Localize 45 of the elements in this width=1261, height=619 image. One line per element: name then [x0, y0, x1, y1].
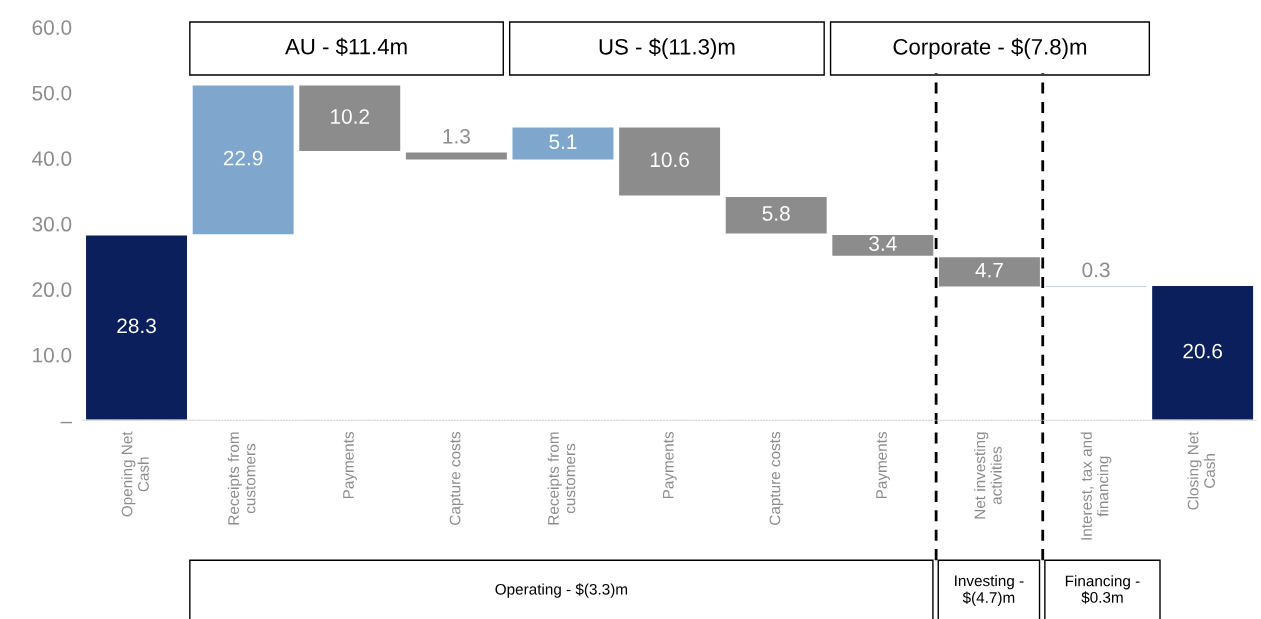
- x-tick-label: Opening Net Cash: [121, 431, 149, 517]
- bar: [1150, 284, 1255, 421]
- bar: [617, 126, 722, 197]
- bar: [297, 84, 402, 153]
- data-label: 1.3: [443, 128, 470, 144]
- x-tick-label: Payments: [663, 431, 677, 499]
- data-label: 5.8: [762, 206, 790, 221]
- y-tick-label: 50.0: [32, 85, 72, 101]
- annotation: US - $(11.3)m: [599, 37, 735, 60]
- data-label: 22.9: [223, 150, 263, 166]
- annotation: Corporate - $(7.8)m: [893, 38, 1087, 60]
- x-tick-label: Payments: [876, 431, 890, 499]
- y-tick-label: 60.0: [32, 20, 72, 35]
- y-tick-label: 40.0: [32, 151, 72, 167]
- x-tick-label: Interest, tax and financing: [1080, 432, 1112, 540]
- bar: [830, 233, 935, 258]
- y-tick-label: –: [60, 421, 73, 424]
- x-tick-label: Receipts from customers: [227, 432, 256, 525]
- y-tick-label: 30.0: [32, 216, 72, 232]
- x-tick-label: Capture costs: [769, 431, 784, 525]
- x-tick-label: Closing Net Cash: [1187, 431, 1215, 510]
- data-label: 3.4: [869, 236, 897, 251]
- data-label: 5.1: [549, 134, 577, 150]
- bar: [84, 234, 189, 421]
- text: Operating - $(3.3)m: [495, 583, 628, 598]
- data-label: 20.6: [1183, 343, 1223, 359]
- data-label: 28.3: [117, 318, 156, 334]
- y-tick-label: 20.0: [32, 282, 72, 298]
- bar: [937, 255, 1042, 289]
- data-label: 10.6: [650, 152, 689, 168]
- bar: [724, 195, 829, 235]
- x-tick-label: Net investing activities: [974, 432, 1002, 519]
- data-label: 10.2: [331, 109, 369, 124]
- bar: [404, 151, 509, 161]
- data-label: 4.7: [975, 262, 1003, 278]
- annotation: AU - $11.4m: [285, 37, 407, 56]
- x-tick-label: Payments: [343, 431, 357, 499]
- bar: [511, 126, 615, 161]
- x-tick-label: Receipts from customers: [547, 432, 576, 525]
- x-tick-label: Capture costs: [449, 431, 464, 525]
- bar: [191, 84, 296, 236]
- data-label: 0.3: [1082, 262, 1110, 278]
- text: Investing - $(4.7)m: [955, 575, 1024, 606]
- text: Financing - $0.3m: [1065, 575, 1140, 604]
- y-tick-label: 10.0: [33, 347, 72, 363]
